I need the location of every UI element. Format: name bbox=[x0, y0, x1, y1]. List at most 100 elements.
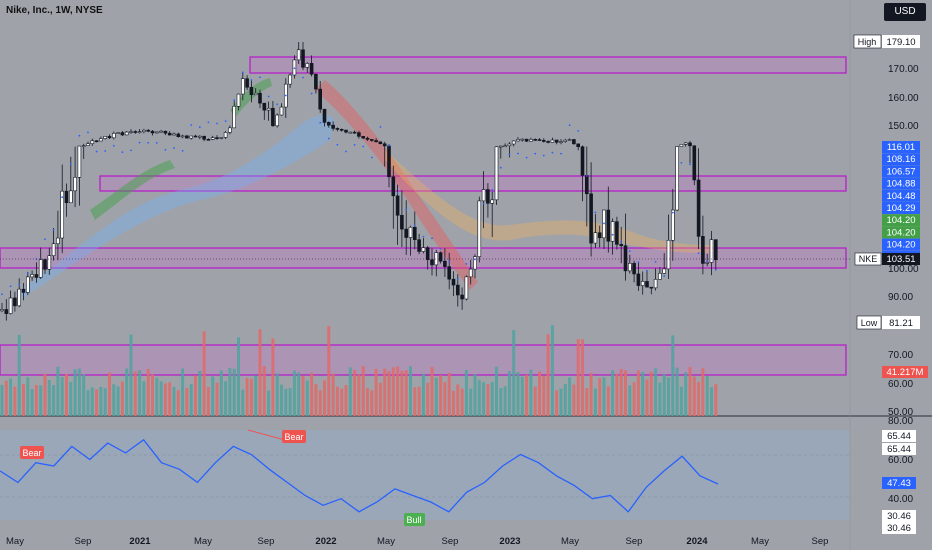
candle bbox=[529, 137, 533, 142]
volume-bar bbox=[598, 378, 602, 416]
time-tick: May bbox=[6, 536, 24, 547]
volume-bar bbox=[452, 390, 455, 416]
volume-bar bbox=[0, 384, 4, 416]
candle bbox=[159, 129, 163, 133]
signal-bear-1: Bear bbox=[20, 446, 44, 459]
volume-bar bbox=[697, 381, 701, 416]
volume-bar bbox=[512, 330, 516, 416]
time-tick: Sep bbox=[626, 536, 643, 547]
candle bbox=[477, 196, 482, 263]
price-axis[interactable]: 170.00 160.00 150.00 100.00 90.00 70.00 … bbox=[888, 64, 919, 505]
currency-button[interactable]: USD bbox=[884, 3, 926, 21]
candle bbox=[21, 283, 26, 301]
psar-dot bbox=[190, 124, 193, 126]
volume-bar bbox=[357, 374, 361, 416]
time-tick: Sep bbox=[812, 536, 829, 547]
candle bbox=[395, 184, 400, 245]
volume-bar bbox=[211, 376, 215, 416]
volume-bar bbox=[52, 385, 56, 416]
candle bbox=[572, 138, 576, 145]
ma-value-tags: 116.01108.16106.57104.88104.48104.29104.… bbox=[882, 141, 920, 263]
volume-bar bbox=[675, 367, 679, 416]
candle bbox=[357, 130, 361, 139]
volume-bar bbox=[370, 390, 374, 416]
volume-bar bbox=[280, 384, 283, 416]
candle bbox=[666, 214, 671, 280]
svg-text:104.48: 104.48 bbox=[886, 191, 915, 202]
volume-bar bbox=[628, 385, 632, 416]
volume-bar bbox=[538, 371, 541, 416]
volume-bar bbox=[43, 373, 47, 416]
candle bbox=[103, 136, 107, 140]
candle bbox=[473, 254, 477, 279]
psar-dot bbox=[345, 150, 347, 153]
psar-dot bbox=[18, 283, 21, 286]
candle bbox=[322, 108, 327, 127]
psar-dot bbox=[9, 285, 12, 288]
candle bbox=[696, 148, 701, 250]
candle bbox=[494, 146, 499, 206]
candle bbox=[120, 131, 125, 137]
candle bbox=[215, 135, 219, 140]
volume-bar bbox=[254, 375, 258, 416]
volume-bar bbox=[129, 334, 133, 416]
volume-bar bbox=[292, 370, 296, 416]
volume-bars bbox=[0, 325, 718, 416]
volume-bar bbox=[331, 373, 335, 416]
candle bbox=[589, 162, 593, 257]
candle bbox=[451, 271, 456, 297]
candle bbox=[645, 270, 649, 288]
psar-dot bbox=[388, 144, 390, 147]
candle bbox=[142, 128, 146, 134]
candle bbox=[167, 131, 172, 136]
psar-dot bbox=[491, 188, 494, 191]
volume-bar bbox=[559, 388, 563, 416]
psar-dot bbox=[52, 228, 55, 231]
candle bbox=[593, 214, 598, 249]
candle bbox=[434, 249, 439, 277]
volume-bar bbox=[714, 384, 718, 416]
candle bbox=[124, 130, 129, 136]
volume-bar bbox=[525, 374, 529, 416]
candle bbox=[438, 251, 443, 264]
candle bbox=[241, 71, 245, 101]
svg-text:108.16: 108.16 bbox=[886, 154, 915, 165]
time-tick: 2022 bbox=[315, 536, 336, 547]
psar-dot bbox=[250, 79, 253, 81]
candle bbox=[692, 145, 697, 186]
volume-bar bbox=[9, 378, 13, 416]
candle bbox=[374, 138, 378, 143]
candle bbox=[236, 93, 241, 111]
candle bbox=[688, 140, 692, 164]
tick-170: 170.00 bbox=[888, 64, 919, 75]
candle bbox=[90, 138, 95, 146]
volume-bar bbox=[181, 368, 185, 416]
candle bbox=[34, 262, 39, 283]
candle bbox=[417, 233, 421, 255]
candle bbox=[51, 228, 56, 261]
candle bbox=[253, 88, 258, 96]
candle bbox=[670, 188, 675, 261]
signal-bull: Bull bbox=[404, 513, 425, 526]
volume-bar bbox=[658, 382, 662, 416]
psar-dot bbox=[594, 211, 597, 214]
volume-bar bbox=[249, 378, 253, 416]
psar-dot bbox=[697, 252, 700, 255]
psar-dot bbox=[78, 134, 81, 137]
candle bbox=[533, 138, 538, 142]
psar-dot bbox=[413, 224, 416, 227]
candle bbox=[361, 135, 366, 139]
time-tick: Sep bbox=[75, 536, 92, 547]
volume-bar bbox=[486, 384, 490, 416]
psar-dot bbox=[620, 240, 623, 243]
psar-dot bbox=[284, 94, 287, 97]
volume-bar bbox=[146, 368, 150, 416]
time-axis[interactable]: May Sep 2021 May Sep 2022 May Sep 2023 May Sep 2024… bbox=[6, 536, 828, 547]
ma-tag: 104.20 bbox=[882, 226, 920, 239]
volume-bar bbox=[606, 386, 610, 416]
candle bbox=[309, 55, 314, 77]
tick-60: 60.00 bbox=[888, 379, 913, 390]
volume-bar bbox=[546, 334, 550, 416]
psar-dot bbox=[646, 269, 648, 272]
